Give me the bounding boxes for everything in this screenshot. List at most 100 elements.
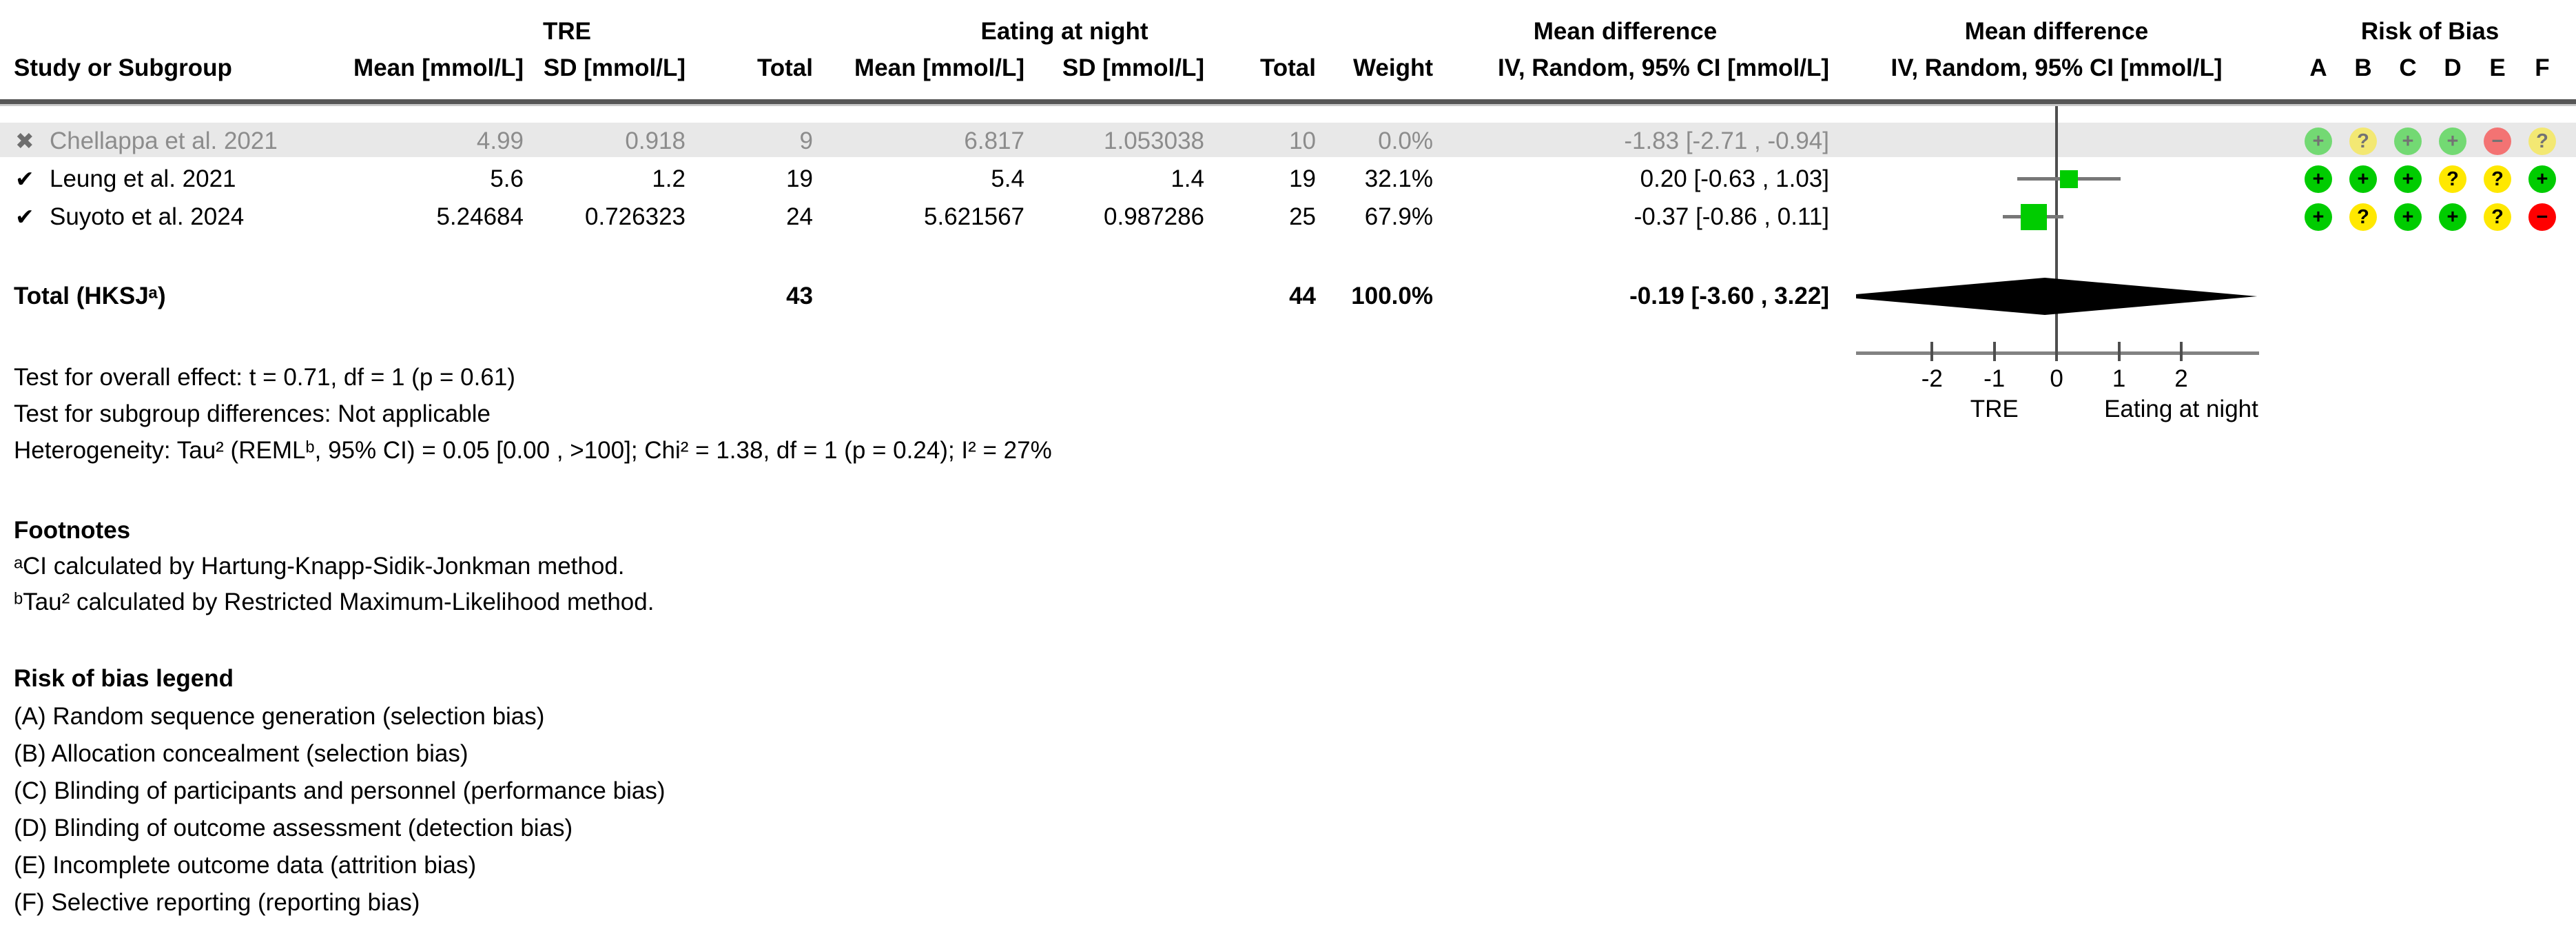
rob-legend-heading: Risk of bias legend (14, 665, 234, 692)
rob-circle: + (2394, 165, 2422, 193)
rob-circle: ? (2484, 165, 2511, 193)
axis-tick (1992, 342, 1996, 361)
tre-mean-value: 5.6 (490, 165, 524, 192)
footnote-b: ᵇTau² calculated by Restricted Maximum-L… (14, 589, 655, 615)
forest-plot: -2 -1 0 1 2 TRE Eating at night (1856, 0, 2259, 482)
axis-tick-label: -2 (1921, 365, 1943, 392)
rob-circle: ? (2349, 127, 2377, 155)
table-row: ✔ Suyoto et al. 2024 5.24684 0.726323 24… (0, 200, 2576, 234)
rob-letter-f: F (2535, 54, 2550, 81)
risk-of-bias-header: Risk of Bias (2360, 18, 2500, 45)
table-row: ✖ Chellappa et al. 2021 4.99 0.918 9 6.8… (0, 124, 2576, 159)
ci-text-value: 0.20 [-0.63 , 1.03] (1640, 165, 1829, 192)
rob-circle: + (2305, 127, 2332, 155)
tre-total-value: 9 (799, 127, 813, 154)
night-total-sum: 44 (1289, 283, 1316, 309)
rob-circle: ? (2439, 165, 2466, 193)
weight-value: 67.9% (1364, 203, 1433, 230)
weight-column-header: Weight (1352, 54, 1433, 81)
tre-total-value: 24 (786, 203, 813, 230)
tre-mean-value: 5.24684 (436, 203, 524, 230)
rob-legend-item: (F) Selective reporting (reporting bias) (14, 889, 420, 916)
study-name: Chellappa et al. 2021 (50, 127, 278, 154)
rob-letter-e: E (2489, 54, 2506, 81)
rob-legend-item: (D) Blinding of outcome assessment (dete… (14, 815, 573, 841)
mean-difference-text-header: Mean difference (1533, 18, 1718, 45)
night-sd-value: 0.987286 (1104, 203, 1204, 230)
tre-sd-column-header: SD [mmol/L] (543, 54, 686, 81)
total-weight: 100.0% (1351, 283, 1433, 309)
rob-circle: + (2394, 203, 2422, 231)
night-total-value: 25 (1289, 203, 1316, 230)
rob-circle: ? (2349, 203, 2377, 231)
heterogeneity-stats: Heterogeneity: Tau² (REMLᵇ, 95% CI) = 0.… (14, 437, 1052, 464)
weight-value: 32.1% (1364, 165, 1433, 192)
excluded-row-band (0, 123, 2576, 157)
ci-text-value: -1.83 [-2.71 , -0.94] (1624, 127, 1829, 154)
night-sd-value: 1.4 (1171, 165, 1204, 192)
night-mean-column-header: Mean [mmol/L] (854, 54, 1024, 81)
axis-tick-label: 0 (2050, 365, 2063, 392)
weight-value: 0.0% (1378, 127, 1433, 154)
rob-letter-c: C (2399, 54, 2417, 81)
rob-letter-a: A (2309, 54, 2327, 81)
favors-left-label: TRE (1970, 396, 2019, 422)
rob-letter-d: D (2444, 54, 2462, 81)
zero-line (2055, 106, 2059, 354)
rob-circle: ? (2484, 203, 2511, 231)
total-diamond (1856, 278, 2258, 315)
group1-header: TRE (543, 18, 591, 45)
rob-letter-b: B (2354, 54, 2372, 81)
rob-circle: + (2305, 165, 2332, 193)
axis-tick (2179, 342, 2183, 361)
night-mean-value: 5.621567 (924, 203, 1024, 230)
rob-circle: ? (2528, 127, 2556, 155)
tre-total-value: 19 (786, 165, 813, 192)
ci-text-value: -0.37 [-0.86 , 0.11] (1634, 203, 1829, 230)
study-name: Suyoto et al. 2024 (50, 203, 245, 230)
night-sd-value: 1.053038 (1104, 127, 1204, 154)
excluded-icon: ✖ (15, 128, 34, 154)
footnote-a: ᵃCI calculated by Hartung-Knapp-Sidik-Jo… (14, 553, 625, 580)
axis-tick (1930, 342, 1934, 361)
night-sd-column-header: SD [mmol/L] (1062, 54, 1204, 81)
footnotes-heading: Footnotes (14, 517, 131, 544)
header-divider-rule (0, 99, 2576, 106)
tre-sd-value: 0.918 (625, 127, 686, 154)
tre-sd-value: 1.2 (652, 165, 686, 192)
table-row: ✔ Leung et al. 2021 5.6 1.2 19 5.4 1.4 1… (0, 162, 2576, 196)
night-total-value: 19 (1289, 165, 1316, 192)
subgroup-differences-test: Test for subgroup differences: Not appli… (14, 400, 491, 427)
tre-mean-value: 4.99 (476, 127, 524, 154)
rob-circle: + (2439, 203, 2466, 231)
night-total-column-header: Total (1259, 54, 1316, 81)
rob-circle: + (2305, 203, 2332, 231)
included-icon: ✔ (15, 204, 34, 229)
tre-total-sum: 43 (786, 283, 813, 309)
study-name: Leung et al. 2021 (50, 165, 236, 192)
overall-effect-test: Test for overall effect: t = 0.71, df = … (14, 364, 515, 391)
rob-circle: − (2528, 203, 2556, 231)
rob-circle: + (2528, 165, 2556, 193)
rob-circle: + (2439, 127, 2466, 155)
total-label: Total (HKSJᵃ) (14, 283, 166, 309)
mean-difference-plot-header: Mean difference (1964, 18, 2149, 45)
axis-tick-label: -1 (1983, 365, 2006, 392)
rob-circle: − (2484, 127, 2511, 155)
total-row: Total (HKSJᵃ) 43 44 100.0% -0.19 [-3.60 … (0, 279, 2576, 314)
night-mean-value: 6.817 (964, 127, 1024, 154)
night-total-value: 10 (1289, 127, 1316, 154)
rob-circle: + (2394, 127, 2422, 155)
tre-total-column-header: Total (756, 54, 813, 81)
rob-legend-item: (E) Incomplete outcome data (attrition b… (14, 852, 477, 879)
axis-tick-label: 1 (2112, 365, 2126, 392)
axis-tick (2055, 342, 2059, 361)
effect-square (2060, 170, 2079, 188)
rob-legend-item: (B) Allocation concealment (selection bi… (14, 740, 468, 767)
favors-right-label: Eating at night (2104, 396, 2258, 422)
axis-tick (2117, 342, 2121, 361)
tre-mean-column-header: Mean [mmol/L] (353, 54, 524, 81)
rob-circle: + (2349, 165, 2377, 193)
night-mean-value: 5.4 (991, 165, 1024, 192)
axis-tick-label: 2 (2174, 365, 2188, 392)
